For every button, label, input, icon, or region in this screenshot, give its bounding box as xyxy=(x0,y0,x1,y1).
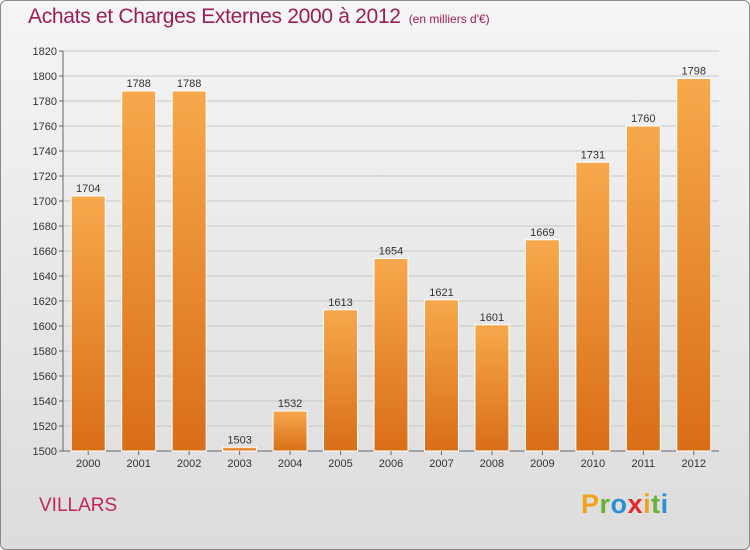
x-tick-label: 2002 xyxy=(177,458,201,470)
y-tick-label: 1500 xyxy=(33,446,57,458)
y-tick-label: 1560 xyxy=(33,371,57,383)
y-tick-label: 1580 xyxy=(33,346,57,358)
bar xyxy=(625,125,661,452)
bar xyxy=(524,239,560,452)
bar-value-label: 1601 xyxy=(480,312,504,324)
x-tick-label: 2012 xyxy=(682,458,706,470)
y-tick-label: 1800 xyxy=(33,71,57,83)
y-tick-label: 1780 xyxy=(33,96,57,108)
x-tick-label: 2005 xyxy=(328,458,352,470)
chart-subtitle: (en milliers d'€) xyxy=(408,12,490,26)
bar xyxy=(272,410,308,452)
y-tick-label: 1520 xyxy=(33,421,57,433)
x-tick-label: 2008 xyxy=(480,458,504,470)
x-tick-label: 2011 xyxy=(631,458,655,470)
y-tick-label: 1640 xyxy=(33,271,57,283)
x-tick-label: 2006 xyxy=(379,458,403,470)
x-tick-label: 2003 xyxy=(227,458,251,470)
y-tick-label: 1760 xyxy=(33,121,57,133)
bar-value-label: 1788 xyxy=(177,78,201,90)
bar-value-label: 1503 xyxy=(227,434,251,446)
title-row: Achats et Charges Externes 2000 à 2012 (e… xyxy=(28,5,490,29)
x-tick-label: 2007 xyxy=(429,458,453,470)
y-tick-label: 1680 xyxy=(33,221,57,233)
bar xyxy=(222,446,258,452)
bar-value-label: 1788 xyxy=(126,78,150,90)
location-label: VILLARS xyxy=(39,495,118,516)
bar-value-label: 1704 xyxy=(76,183,100,195)
x-tick-label: 2000 xyxy=(76,458,100,470)
bar-value-label: 1669 xyxy=(530,227,554,239)
bar xyxy=(171,90,207,452)
bar xyxy=(575,161,611,452)
bar xyxy=(323,309,359,452)
bar xyxy=(474,324,510,452)
y-tick-label: 1720 xyxy=(33,171,57,183)
bar-value-label: 1798 xyxy=(682,66,706,78)
y-tick-label: 1660 xyxy=(33,246,57,258)
bar-value-label: 1613 xyxy=(328,297,352,309)
chart-title: Achats et Charges Externes 2000 à 2012 xyxy=(28,5,401,28)
x-tick-label: 2009 xyxy=(530,458,554,470)
bar xyxy=(676,78,712,452)
bar xyxy=(121,90,157,452)
y-tick-label: 1600 xyxy=(33,321,57,333)
y-tick-label: 1540 xyxy=(33,396,57,408)
y-tick-label: 1740 xyxy=(33,146,57,158)
y-tick-label: 1700 xyxy=(33,196,57,208)
bar-value-label: 1760 xyxy=(631,113,655,125)
x-tick-label: 2010 xyxy=(581,458,605,470)
bar xyxy=(373,258,409,452)
x-tick-label: 2004 xyxy=(278,458,302,470)
x-tick-label: 2001 xyxy=(126,458,150,470)
bar xyxy=(70,195,106,452)
bar-value-label: 1532 xyxy=(278,398,302,410)
bar-value-label: 1731 xyxy=(581,149,605,161)
bar-value-label: 1621 xyxy=(429,287,453,299)
proxiti-logo: Proxiti xyxy=(581,489,669,519)
y-tick-label: 1620 xyxy=(33,296,57,308)
y-tick-label: 1820 xyxy=(33,46,57,58)
bar-value-label: 1654 xyxy=(379,246,403,258)
bar xyxy=(423,299,459,452)
